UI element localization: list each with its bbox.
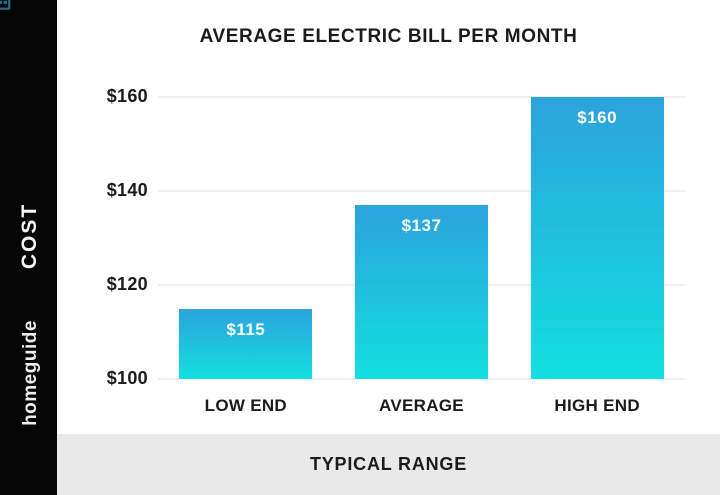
y-axis-tick-label: $140 xyxy=(106,180,148,200)
y-axis: $100 $120 $140 $160 xyxy=(88,86,148,388)
y-axis-tick-label: $120 xyxy=(106,274,148,294)
bar-value-label: $160 xyxy=(577,108,618,127)
bar-value-label: $137 xyxy=(401,216,442,236)
gridline xyxy=(158,190,685,192)
x-axis-category-label: LOW END xyxy=(204,396,288,415)
x-axis-category-label: HIGH END xyxy=(554,396,640,415)
footer-label: TYPICAL RANGE xyxy=(309,454,468,474)
bar-low-end: $115 xyxy=(179,308,313,379)
bar-average: $137 xyxy=(355,205,488,379)
homeguide-logo-text: homeguide xyxy=(20,320,41,426)
gridline xyxy=(158,96,685,98)
gridline xyxy=(158,378,685,380)
x-axis: LOW END AVERAGE HIGH END xyxy=(158,396,685,420)
chart-title: AVERAGE ELECTRIC BILL PER MONTH xyxy=(199,26,578,47)
bar-high-end: $160 xyxy=(530,97,664,379)
footer-band: TYPICAL RANGE xyxy=(57,434,720,495)
plot-area: $115 $137 $160 xyxy=(158,96,685,380)
brand-sidebar: COST homeguide xyxy=(0,0,57,495)
x-axis-category-label: AVERAGE xyxy=(379,396,464,415)
y-axis-tick-label: $100 xyxy=(106,368,148,388)
cost-vertical-label: COST xyxy=(18,202,41,270)
y-axis-tick-label: $160 xyxy=(106,86,148,106)
bar-value-label: $115 xyxy=(226,319,266,339)
